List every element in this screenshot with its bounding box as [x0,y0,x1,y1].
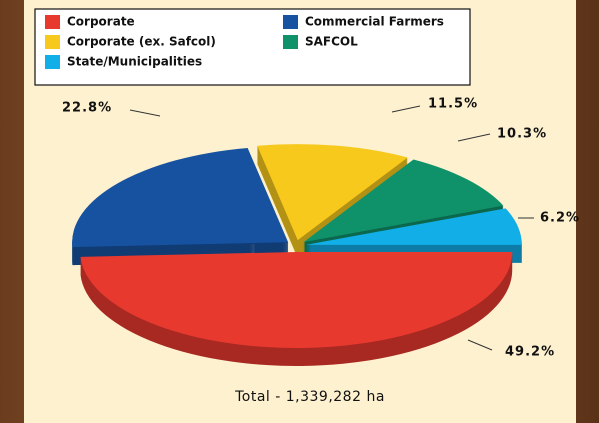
leader-line [129,109,161,117]
slice [303,159,504,243]
legend-swatch [45,35,60,49]
value-label: 10.3% [497,127,547,142]
value-label: 22.8% [62,101,112,116]
legend-label: State/Municipalities [67,55,202,69]
legend-swatch [45,55,60,69]
leader-line [467,339,493,351]
leader-line [391,105,421,113]
slice [80,251,513,348]
slice [72,147,289,248]
leader-line [457,133,491,142]
legend-label: Corporate [67,15,135,29]
value-label: 6.2% [540,211,580,226]
legend-label: Commercial Farmers [305,15,444,29]
slice [257,144,408,241]
legend-swatch [45,15,60,29]
legend-label: Corporate (ex. Safcol) [67,35,216,49]
value-label: 49.2% [505,345,555,360]
value-label: 11.5% [428,97,478,112]
legend-swatch [283,35,298,49]
annotation: Total - 1,339,282 ha [234,389,385,405]
legend [34,8,471,86]
slice [305,208,522,245]
legend-swatch [283,15,298,29]
legend-label: SAFCOL [305,35,358,49]
